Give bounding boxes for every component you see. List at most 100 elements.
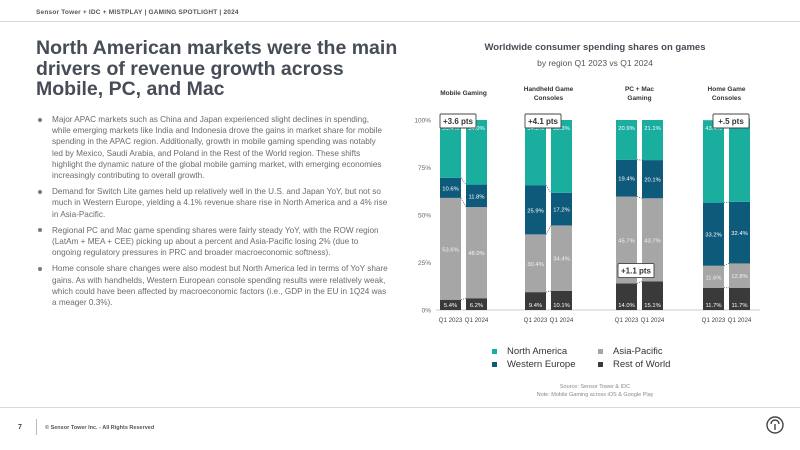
data-label: 43.4% [705,126,721,132]
bullet-item: Major APAC markets such as China and Jap… [38,114,388,181]
legend-left: North America Western Europe [492,345,575,371]
annotation-box [524,113,562,129]
data-label: 19.4% [618,177,634,183]
page-title: North American markets were the main dri… [36,37,398,100]
bar-segment-rest-of-world [642,281,663,310]
legend-item-western-europe: Western Europe [492,358,575,371]
y-tick-label: 50% [418,213,431,220]
bar-segment-north-america [703,120,724,203]
bullet-list: Major APAC markets such as China and Jap… [38,114,388,313]
annotation-box [712,113,750,129]
annotation-label: +3.6 pts [443,117,474,126]
copyright: © Sensor Tower Inc. - All Rights Reserve… [45,425,155,431]
bar-segment-asia-pacific [466,207,487,299]
report-header: Sensor Tower + IDC + MISTPLAY | GAMING S… [36,9,239,16]
bar-segment-asia-pacific [525,234,546,293]
x-tick-label: Q1 2023 [439,317,463,324]
header-divider [0,21,800,22]
bar-segment-rest-of-world [466,298,487,310]
annotation-box [617,263,655,279]
legend-swatch [598,349,603,354]
data-label: 17.2% [553,208,569,214]
legend-right: Asia-Pacific Rest of World [598,345,670,371]
legend-item-rest-of-world: Rest of World [598,358,670,371]
bar-segment-asia-pacific [729,263,750,288]
bar-segment-north-america [551,120,572,193]
sensor-tower-logo-icon [766,416,784,434]
chart-subtitle: by region Q1 2023 vs Q1 2024 [537,58,653,68]
data-label: 30.4% [442,126,458,132]
bar-segment-western-europe [729,201,750,264]
page-number: 7 [18,424,22,431]
chart-title: Worldwide consumer spending shares on ga… [484,42,706,53]
legend-swatch [492,349,497,354]
bar-segment-western-europe [642,160,663,199]
bar-segment-rest-of-world [703,287,724,310]
y-tick-label: 0% [422,308,432,315]
connector-line [636,196,643,199]
connector-line [460,297,467,301]
bullet-item: Home console share changes were also mod… [38,263,388,308]
y-tick-label: 75% [418,165,431,172]
data-label: 15.1% [644,303,660,309]
bar-segment-asia-pacific [616,196,637,284]
bar-segment-asia-pacific [642,198,663,282]
bullet-item: Regional PC and Mac game spending shares… [38,225,388,259]
data-label: 30.4% [527,262,543,268]
bar-segment-western-europe [466,184,487,208]
bar-segment-asia-pacific [703,265,724,288]
source-line: Source: Sensor Tower & IDC [559,384,631,390]
bar-segment-rest-of-world [729,287,750,310]
data-label: 38.3% [553,126,569,132]
data-label: 53.6% [442,247,458,253]
group-title: Gaming [627,95,651,102]
legend-swatch [492,362,497,367]
data-label: 45.7% [618,238,634,244]
connector-line [723,201,730,204]
group-title: Handheld Game [524,86,574,93]
legend-label: Asia-Pacific [613,346,663,357]
annotation-label: +4.1 pts [528,117,559,126]
annotation-box [439,113,477,129]
legend-item-north-america: North America [492,345,575,358]
data-label: 10.6% [442,186,458,192]
data-label: 11.7% [731,303,747,309]
legend-label: Rest of World [613,359,671,370]
x-tick-label: Q1 2023 [702,317,726,324]
data-label: 11.7% [705,303,721,309]
bar-segment-western-europe [440,177,461,198]
group-title: Home Game [708,86,746,93]
footer-divider [0,407,800,408]
annotation-label: +1.1 pts [621,267,652,276]
bar-segment-north-america [642,120,663,161]
bar-segment-north-america [729,118,750,202]
data-label: 33.2% [705,233,721,239]
data-label: 21.1% [644,126,660,132]
bar-segment-north-america [466,120,487,185]
y-tick-label: 25% [418,260,431,267]
bar-segment-western-europe [525,185,546,235]
legend-item-asia-pacific: Asia-Pacific [598,345,670,358]
group-title: Consoles [712,95,742,102]
connector-line [545,184,552,193]
bar-segment-rest-of-world [525,292,546,310]
bar-segment-north-america [440,120,461,178]
data-label: 34.3% [527,126,543,132]
bar-segment-western-europe [551,192,572,226]
group-title: Mobile Gaming [440,90,487,97]
data-label: 14.0% [618,303,634,309]
data-label: 43.7% [644,238,660,244]
data-label: 5.4% [444,303,457,309]
group-title: PC + Mac [625,86,654,93]
data-label: 20.1% [644,178,660,184]
data-label: 11.8% [468,194,484,200]
bar-segment-rest-of-world [616,283,637,310]
group-title: Consoles [534,95,564,102]
connector-line [460,177,467,185]
data-label: 10.1% [553,303,569,309]
legend-swatch [598,362,603,367]
data-label: 48.0% [468,251,484,257]
source-note: Source: Sensor Tower & IDC Note: Mobile … [400,383,790,399]
bar-segment-western-europe [703,202,724,266]
bar-segment-asia-pacific [551,225,572,291]
